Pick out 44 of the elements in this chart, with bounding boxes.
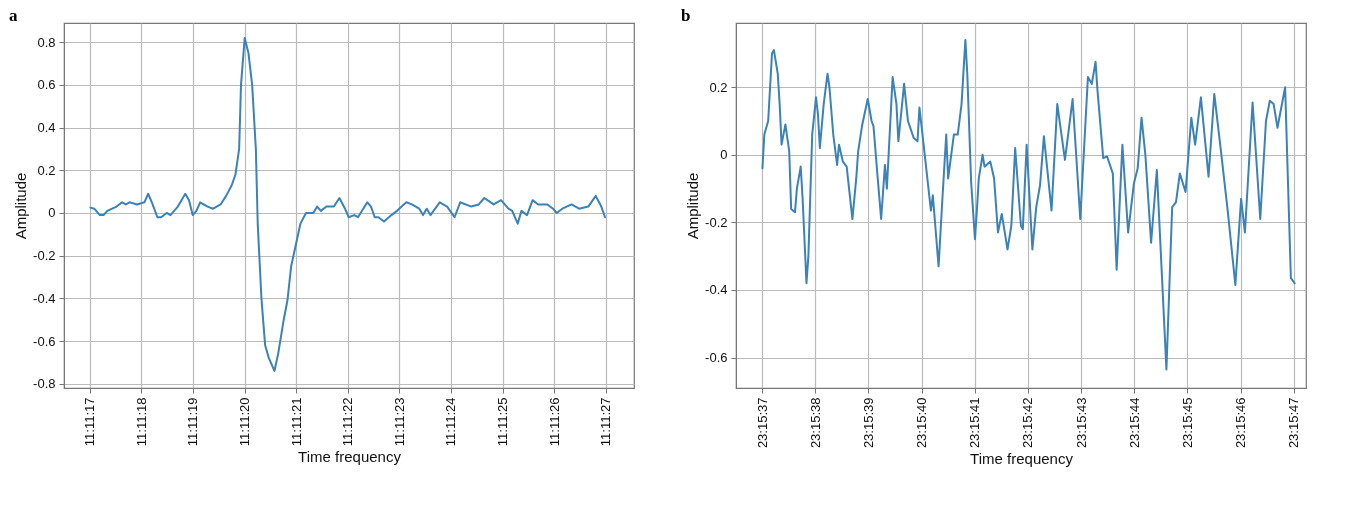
x-tick-label: 23:15:39	[860, 397, 876, 449]
x-tick-label: 23:15:43	[1073, 397, 1089, 449]
y-tick-label: -0.4	[705, 282, 728, 298]
y-tick-label: 0.8	[37, 34, 56, 50]
chart-title: b	[681, 6, 691, 25]
y-tick-label: -0.2	[705, 214, 728, 230]
x-tick-label: 11:11:21	[288, 397, 304, 447]
x-tick-label: 11:11:22	[340, 397, 356, 447]
y-tick-label: -0.6	[705, 350, 728, 366]
y-tick-label: 0.2	[709, 79, 728, 95]
x-tick-label: 11:11:19	[185, 397, 201, 447]
chart-title: a	[9, 6, 18, 25]
x-tick-label: 11:11:25	[495, 397, 510, 447]
y-axis-title: Amplitude	[12, 172, 30, 240]
y-tick-label: 0	[48, 205, 56, 221]
x-tick-label: 11:11:17	[82, 397, 98, 447]
x-tick-label: 11:11:23	[391, 397, 407, 447]
y-tick-label: 0.6	[37, 77, 56, 93]
x-tick-label: 23:15:38	[807, 397, 823, 449]
x-tick-label: 11:11:26	[546, 397, 562, 447]
x-tick-label: 23:15:44	[1126, 397, 1142, 449]
x-tick-label: 23:15:45	[1179, 397, 1195, 449]
line-series	[761, 38, 1296, 371]
y-axis-title: Amplitude	[684, 172, 702, 240]
line-series	[89, 36, 607, 372]
y-tick-label: 0.4	[37, 120, 56, 136]
x-axis-title: Time frequency	[298, 448, 402, 466]
x-tick-label: 11:11:24	[443, 397, 459, 447]
x-tick-label: 11:11:18	[133, 397, 149, 447]
x-tick-label: 11:11:27	[598, 397, 614, 447]
x-tick-label: 23:15:42	[1020, 397, 1036, 449]
y-tick-label: 0.2	[37, 162, 56, 178]
x-tick-label: 23:15:37	[754, 397, 770, 449]
x-tick-label: 23:15:47	[1286, 397, 1302, 449]
y-tick-label: -0.2	[33, 248, 56, 264]
x-tick-label: 11:11:20	[237, 397, 253, 447]
x-tick-label: 23:15:46	[1233, 397, 1249, 449]
y-tick-label: -0.4	[33, 290, 56, 306]
x-axis-title: Time frequency	[970, 450, 1074, 468]
y-tick-label: -0.8	[33, 376, 56, 392]
y-tick-label: 0	[720, 147, 728, 163]
y-tick-label: -0.6	[33, 333, 56, 349]
x-tick-label: 23:15:40	[914, 397, 930, 449]
x-tick-label: 23:15:41	[967, 397, 983, 449]
